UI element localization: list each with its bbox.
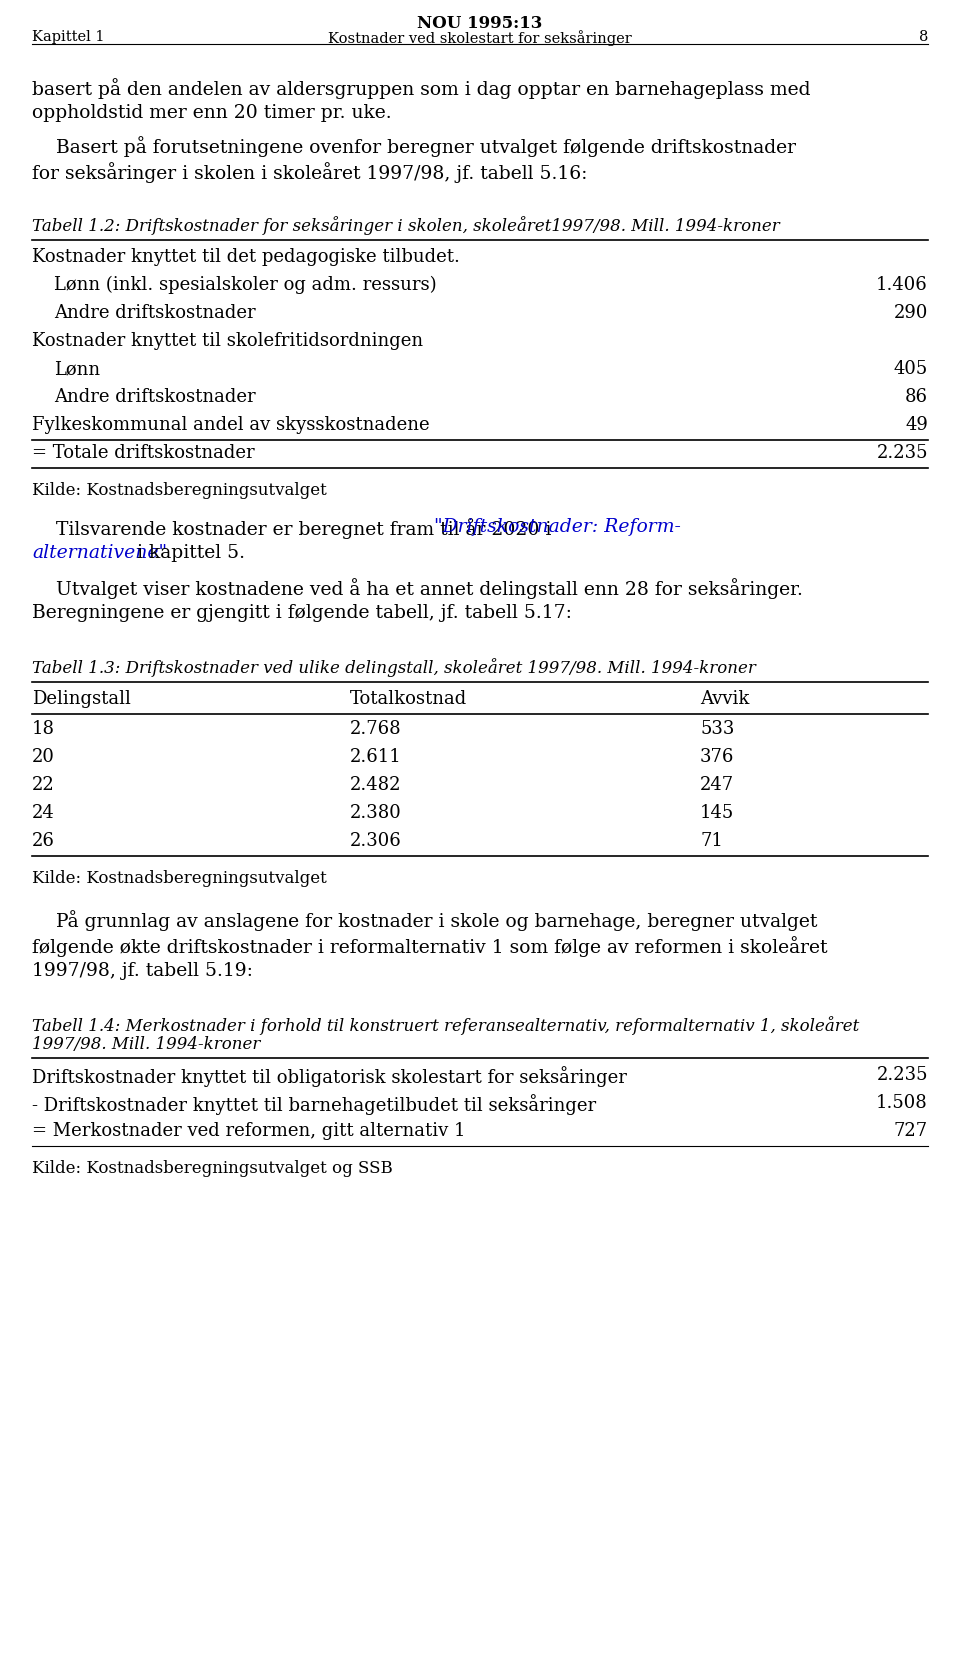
Text: Kapittel 1: Kapittel 1	[32, 30, 105, 44]
Text: Tabell 1.2: Driftskostnader for seksåringer i skolen, skoleåret1997/98. Mill. 19: Tabell 1.2: Driftskostnader for seksårin…	[32, 216, 780, 235]
Text: Kilde: Kostnadsberegningsutvalget: Kilde: Kostnadsberegningsutvalget	[32, 870, 326, 887]
Text: 2.380: 2.380	[350, 804, 401, 821]
Text: Andre driftskostnader: Andre driftskostnader	[54, 389, 255, 406]
Text: Totalkostnad: Totalkostnad	[350, 691, 468, 707]
Text: for seksåringer i skolen i skoleåret 1997/98, jf. tabell 5.16:: for seksåringer i skolen i skoleåret 199…	[32, 163, 588, 183]
Text: 2.306: 2.306	[350, 831, 401, 850]
Text: 86: 86	[905, 389, 928, 406]
Text: 1997/98, jf. tabell 5.19:: 1997/98, jf. tabell 5.19:	[32, 962, 252, 980]
Text: i kapittel 5.: i kapittel 5.	[131, 545, 245, 561]
Text: 145: 145	[700, 804, 734, 821]
Text: Utvalget viser kostnadene ved å ha et annet delingstall enn 28 for seksåringer.: Utvalget viser kostnadene ved å ha et an…	[32, 578, 803, 598]
Text: 2.482: 2.482	[350, 776, 401, 794]
Text: Basert på forutsetningene ovenfor beregner utvalget følgende driftskostnader: Basert på forutsetningene ovenfor beregn…	[32, 136, 796, 158]
Text: 376: 376	[700, 747, 734, 766]
Text: oppholdstid mer enn 20 timer pr. uke.: oppholdstid mer enn 20 timer pr. uke.	[32, 104, 392, 122]
Text: Delingstall: Delingstall	[32, 691, 131, 707]
Text: 49: 49	[905, 416, 928, 434]
Text: = Totale driftskostnader: = Totale driftskostnader	[32, 444, 254, 463]
Text: På grunnlag av anslagene for kostnader i skole og barnehage, beregner utvalget: På grunnlag av anslagene for kostnader i…	[32, 910, 817, 930]
Text: Beregningene er gjengitt i følgende tabell, jf. tabell 5.17:: Beregningene er gjengitt i følgende tabe…	[32, 603, 572, 622]
Text: 18: 18	[32, 721, 55, 737]
Text: - Driftskostnader knyttet til barnehagetilbudet til seksåringer: - Driftskostnader knyttet til barnehaget…	[32, 1094, 596, 1115]
Text: 24: 24	[32, 804, 55, 821]
Text: 22: 22	[32, 776, 55, 794]
Text: 26: 26	[32, 831, 55, 850]
Text: Tilsvarende kostnader er beregnet fram til år 2020 i: Tilsvarende kostnader er beregnet fram t…	[32, 518, 558, 540]
Text: NOU 1995:13: NOU 1995:13	[418, 15, 542, 32]
Text: 2.235: 2.235	[876, 444, 928, 463]
Text: 290: 290	[894, 303, 928, 322]
Text: 1.406: 1.406	[876, 277, 928, 293]
Text: 2.611: 2.611	[350, 747, 401, 766]
Text: 71: 71	[700, 831, 723, 850]
Text: Kilde: Kostnadsberegningsutvalget: Kilde: Kostnadsberegningsutvalget	[32, 483, 326, 499]
Text: Kostnader knyttet til skolefritidsordningen: Kostnader knyttet til skolefritidsordnin…	[32, 332, 423, 350]
Text: basert på den andelen av aldersgruppen som i dag opptar en barnehageplass med: basert på den andelen av aldersgruppen s…	[32, 79, 810, 99]
Text: Kostnader ved skolestart for seksåringer: Kostnader ved skolestart for seksåringer	[328, 30, 632, 45]
Text: 405: 405	[894, 360, 928, 379]
Text: Andre driftskostnader: Andre driftskostnader	[54, 303, 255, 322]
Text: 2.768: 2.768	[350, 721, 401, 737]
Text: 20: 20	[32, 747, 55, 766]
Text: Lønn (inkl. spesialskoler og adm. ressurs): Lønn (inkl. spesialskoler og adm. ressur…	[54, 277, 437, 295]
Text: 727: 727	[894, 1121, 928, 1140]
Text: 1997/98. Mill. 1994-kroner: 1997/98. Mill. 1994-kroner	[32, 1036, 260, 1053]
Text: 1.508: 1.508	[876, 1094, 928, 1111]
Text: 247: 247	[700, 776, 734, 794]
Text: alternativene": alternativene"	[32, 545, 167, 561]
Text: Kilde: Kostnadsberegningsutvalget og SSB: Kilde: Kostnadsberegningsutvalget og SSB	[32, 1160, 393, 1177]
Text: Fylkeskommunal andel av skysskostnadene: Fylkeskommunal andel av skysskostnadene	[32, 416, 430, 434]
Text: Avvik: Avvik	[700, 691, 750, 707]
Text: 2.235: 2.235	[876, 1066, 928, 1084]
Text: "Driftskostnader: Reform-: "Driftskostnader: Reform-	[434, 518, 681, 536]
Text: = Merkostnader ved reformen, gitt alternativ 1: = Merkostnader ved reformen, gitt altern…	[32, 1121, 466, 1140]
Text: Tabell 1.3: Driftskostnader ved ulike delingstall, skoleåret 1997/98. Mill. 1994: Tabell 1.3: Driftskostnader ved ulike de…	[32, 659, 756, 677]
Text: Tabell 1.4: Merkostnader i forhold til konstruert referansealternativ, reformalt: Tabell 1.4: Merkostnader i forhold til k…	[32, 1016, 859, 1034]
Text: Lønn: Lønn	[54, 360, 100, 379]
Text: 533: 533	[700, 721, 734, 737]
Text: følgende økte driftskostnader i reformalternativ 1 som følge av reformen i skole: følgende økte driftskostnader i reformal…	[32, 935, 828, 957]
Text: Kostnader knyttet til det pedagogiske tilbudet.: Kostnader knyttet til det pedagogiske ti…	[32, 248, 460, 266]
Text: 8: 8	[919, 30, 928, 44]
Text: Driftskostnader knyttet til obligatorisk skolestart for seksåringer: Driftskostnader knyttet til obligatorisk…	[32, 1066, 627, 1088]
